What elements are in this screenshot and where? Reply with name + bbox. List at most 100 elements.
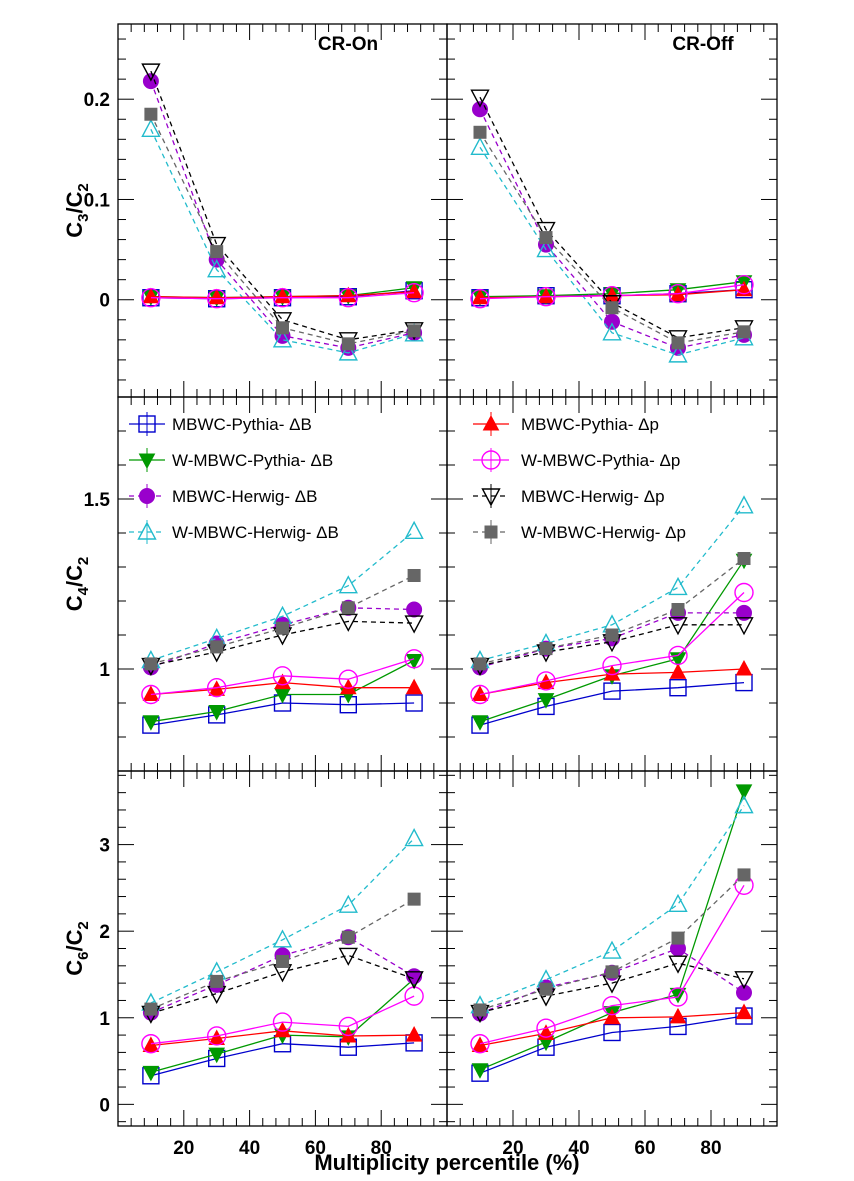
data-point [470,289,490,309]
series-w-mbwc-herwig-delta-b [141,118,424,361]
data-point [208,705,226,721]
data-point [737,868,751,882]
data-point [668,645,688,666]
data-point [210,245,224,259]
series-mbwc-herwig-delta-b [142,929,423,1021]
series-w-mbwc-herwig-delta-p [144,569,421,671]
y-axis-title: C3/C2 [62,183,92,238]
data-point [471,288,489,305]
series-w-mbwc-pythia-delta-p [141,649,424,705]
data-point [404,649,424,669]
data-point [141,63,161,82]
data-point [406,968,423,985]
series-line [150,658,415,696]
panel-r1-c2: CR-Off [446,23,778,398]
data-point [668,987,688,1007]
legend-entry-w-mbwc-herwig-delta-b: W-MBWC-Herwig- ΔB [129,520,339,544]
data-point [338,1016,358,1037]
data-point [404,971,424,990]
data-point [470,89,490,108]
data-point [536,287,556,307]
data-point [734,617,754,636]
data-point [210,640,224,654]
data-point [406,601,423,618]
data-point [404,283,424,303]
legend-marker [481,450,501,470]
data-point [536,1018,556,1038]
data-point [473,657,487,671]
legend-entry-mbwc-pythia-delta-p: MBWC-Pythia- Δp [473,412,659,436]
data-point [141,684,161,705]
data-point [144,657,158,671]
x-tick-label: 80 [371,1138,392,1159]
data-point [473,1003,487,1017]
data-point [141,1034,161,1054]
x-axis-title: Multiplicity percentile (%) [314,1150,579,1175]
x-tick-label: 60 [634,1138,655,1159]
data-point [338,947,358,966]
series-mbwc-herwig-delta-b [142,599,423,676]
data-point [736,604,752,621]
data-point [668,955,688,974]
legend-marker [138,453,156,470]
data-point [404,520,424,539]
data-point [206,1026,227,1046]
data-point [338,669,358,689]
x-tick-label: 40 [239,1138,260,1159]
data-point [536,221,556,241]
data-point [470,684,490,705]
data-point [734,582,754,603]
panel-frame [446,23,778,398]
legend-entry-mbwc-pythia-delta-b: MBWC-Pythia- ΔB [129,412,312,436]
data-point [341,930,355,944]
data-point [671,603,685,616]
series-line [150,129,415,354]
data-point [341,337,355,351]
series-mbwc-pythia-delta-p [142,282,423,305]
data-point [276,621,289,635]
data-point [536,239,556,258]
data-point [736,984,752,1001]
data-point [737,325,751,339]
legend-label: W-MBWC-Herwig- ΔB [172,523,339,542]
legend-label: W-MBWC-Pythia- Δp [521,451,680,470]
data-point [735,784,753,800]
data-point [668,893,688,913]
data-point [734,971,754,990]
series-line [479,557,745,665]
data-point [539,982,553,996]
data-point [338,575,358,594]
series-line [479,146,745,356]
data-point [274,287,291,304]
data-point [537,693,555,709]
x-tick-label: 40 [568,1138,589,1159]
data-point [405,282,423,299]
data-point [539,231,553,245]
legend-label: MBWC-Pythia- Δp [521,415,659,434]
series-line [150,1042,415,1077]
x-tick-label: 20 [173,1138,194,1159]
series-line [150,995,415,1045]
series-line [150,898,415,1010]
data-point [470,1034,490,1054]
y-tick-label: 0 [99,291,110,312]
data-point [206,678,227,698]
y-tick-label: 0.1 [84,190,111,211]
data-point [338,613,358,632]
data-point [536,671,556,691]
data-point [471,1063,489,1079]
data-point [144,107,158,121]
series-line [479,884,745,1045]
y-axis-title: C6/C2 [62,921,92,976]
legend-marker [139,488,155,504]
legend-label: MBWC-Herwig- ΔB [172,487,317,506]
series-mbwc-pythia-delta-p [471,280,753,305]
y-tick-label: 3 [99,836,110,857]
data-point [338,894,358,913]
data-point [142,715,160,731]
data-point [206,289,227,309]
series-line [150,620,415,667]
data-point [272,312,293,331]
panel-title: CR-On [318,34,378,55]
series-mbwc-herwig-delta-b [472,101,752,356]
